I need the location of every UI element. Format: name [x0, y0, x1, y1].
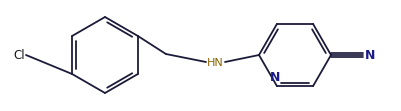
Text: Cl: Cl: [13, 49, 25, 61]
Text: N: N: [365, 49, 375, 61]
Text: N: N: [270, 71, 280, 84]
Text: HN: HN: [207, 58, 224, 68]
